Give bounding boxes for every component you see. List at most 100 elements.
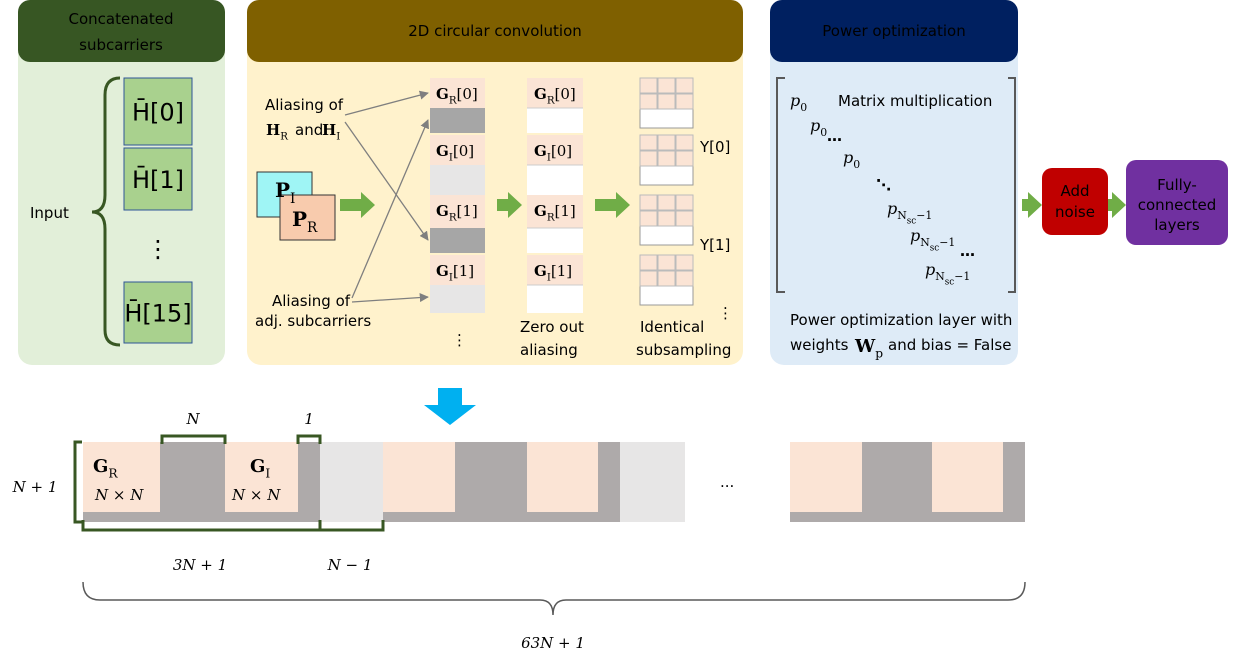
math-label: GR[1] — [534, 202, 576, 224]
math-part: [0] — [554, 85, 575, 103]
math-label: p0 — [843, 148, 860, 171]
label: and — [295, 121, 323, 139]
math-part: [0] — [456, 85, 477, 103]
strip-kernel — [383, 442, 455, 512]
matrix-bracket — [1008, 77, 1016, 293]
label: ⋱ — [876, 176, 891, 194]
math-part: I — [547, 273, 551, 284]
grid-cell — [639, 77, 658, 94]
math-part: R — [547, 96, 555, 107]
grid-cell — [657, 270, 676, 287]
math-part: N — [920, 236, 930, 249]
label: 3N + 1 — [173, 556, 227, 574]
grid-cell — [675, 77, 694, 94]
label: Zero out — [520, 318, 584, 336]
math-part: sc — [930, 244, 940, 254]
brace — [91, 76, 121, 347]
label: … — [827, 127, 842, 145]
math-part: p — [790, 91, 800, 110]
label: Aliasing of — [265, 96, 344, 114]
grid-cell — [639, 134, 658, 151]
math-part: G — [436, 85, 449, 103]
math-part: W — [854, 336, 876, 357]
input-block — [123, 281, 193, 344]
math-part: I — [290, 191, 295, 207]
math-part: G — [534, 202, 547, 220]
math-part: G — [436, 262, 449, 280]
math-part: R — [307, 220, 318, 236]
grid-cell — [639, 194, 658, 211]
math-part: [1] — [453, 262, 474, 280]
grid-cell — [675, 270, 694, 287]
block-arrow — [340, 192, 375, 218]
label: Identical — [640, 318, 704, 336]
strip-kernel — [790, 442, 862, 512]
grid-cell — [639, 254, 658, 271]
math-part: p — [910, 226, 920, 245]
grid-cell — [675, 210, 694, 227]
math-part: I — [547, 153, 551, 164]
alias-block — [430, 285, 485, 313]
math-label: H̄[1] — [132, 165, 184, 194]
strip-gap — [320, 442, 383, 522]
math-part: H — [266, 121, 280, 139]
math-label: GI[1] — [534, 262, 572, 284]
alias-block — [430, 108, 485, 133]
kernel-block — [527, 135, 583, 165]
label: subcarriers — [79, 36, 163, 54]
math-part: G — [534, 85, 547, 103]
label: noise — [1055, 203, 1095, 221]
math-label: GI[0] — [436, 142, 474, 164]
grid-cell — [675, 134, 694, 151]
math-label: GR[0] — [534, 85, 576, 107]
block-arrow — [595, 192, 630, 218]
math-label: GI[1] — [436, 262, 474, 284]
label: Add — [1060, 182, 1089, 200]
math-part: sc — [945, 278, 955, 288]
math-label: H̄[0] — [132, 97, 184, 126]
grid-cell — [639, 150, 658, 167]
label: Power optimization layer with — [790, 311, 1012, 329]
alias-block — [430, 165, 485, 195]
math-label: pNsc−1 — [910, 226, 955, 254]
math-part: P — [292, 207, 307, 231]
input-block — [123, 77, 193, 146]
kernel-block — [430, 255, 485, 285]
panel-body — [247, 40, 743, 365]
grid-cell — [657, 150, 676, 167]
brace — [82, 581, 1026, 616]
math-part: p — [875, 346, 883, 360]
math-label: p0 — [790, 91, 807, 114]
math-part: 0 — [800, 101, 807, 114]
math-part: G — [534, 262, 547, 280]
matrix-bracket — [776, 77, 785, 293]
math-part: G — [250, 456, 265, 477]
grid-cell — [639, 210, 658, 227]
math-part: sc — [907, 217, 917, 227]
math-label: ⋮ — [146, 235, 170, 263]
math-part: R — [108, 466, 118, 480]
math-part: R — [449, 96, 457, 107]
math-label: pNsc−1 — [925, 260, 970, 288]
alias-block — [430, 228, 485, 253]
label: Y[1] — [699, 236, 730, 254]
label: Concatenated — [68, 10, 173, 28]
grid-cell — [657, 93, 676, 110]
math-part: P — [275, 178, 290, 202]
label: Matrix multiplication — [838, 92, 992, 110]
label: 2D circular convolution — [408, 22, 582, 40]
math-part: −1 — [916, 209, 932, 222]
math-label: GR[0] — [436, 85, 478, 107]
panel-header — [770, 0, 1018, 62]
grid-cell — [657, 134, 676, 151]
label: Y[0] — [699, 138, 730, 156]
label: connected — [1138, 196, 1217, 214]
math-label: pNsc−1 — [887, 199, 932, 227]
math-part: ⋮ — [146, 235, 170, 263]
label: layers — [1154, 216, 1200, 234]
grid-cell — [675, 150, 694, 167]
math-part: p — [810, 116, 820, 135]
